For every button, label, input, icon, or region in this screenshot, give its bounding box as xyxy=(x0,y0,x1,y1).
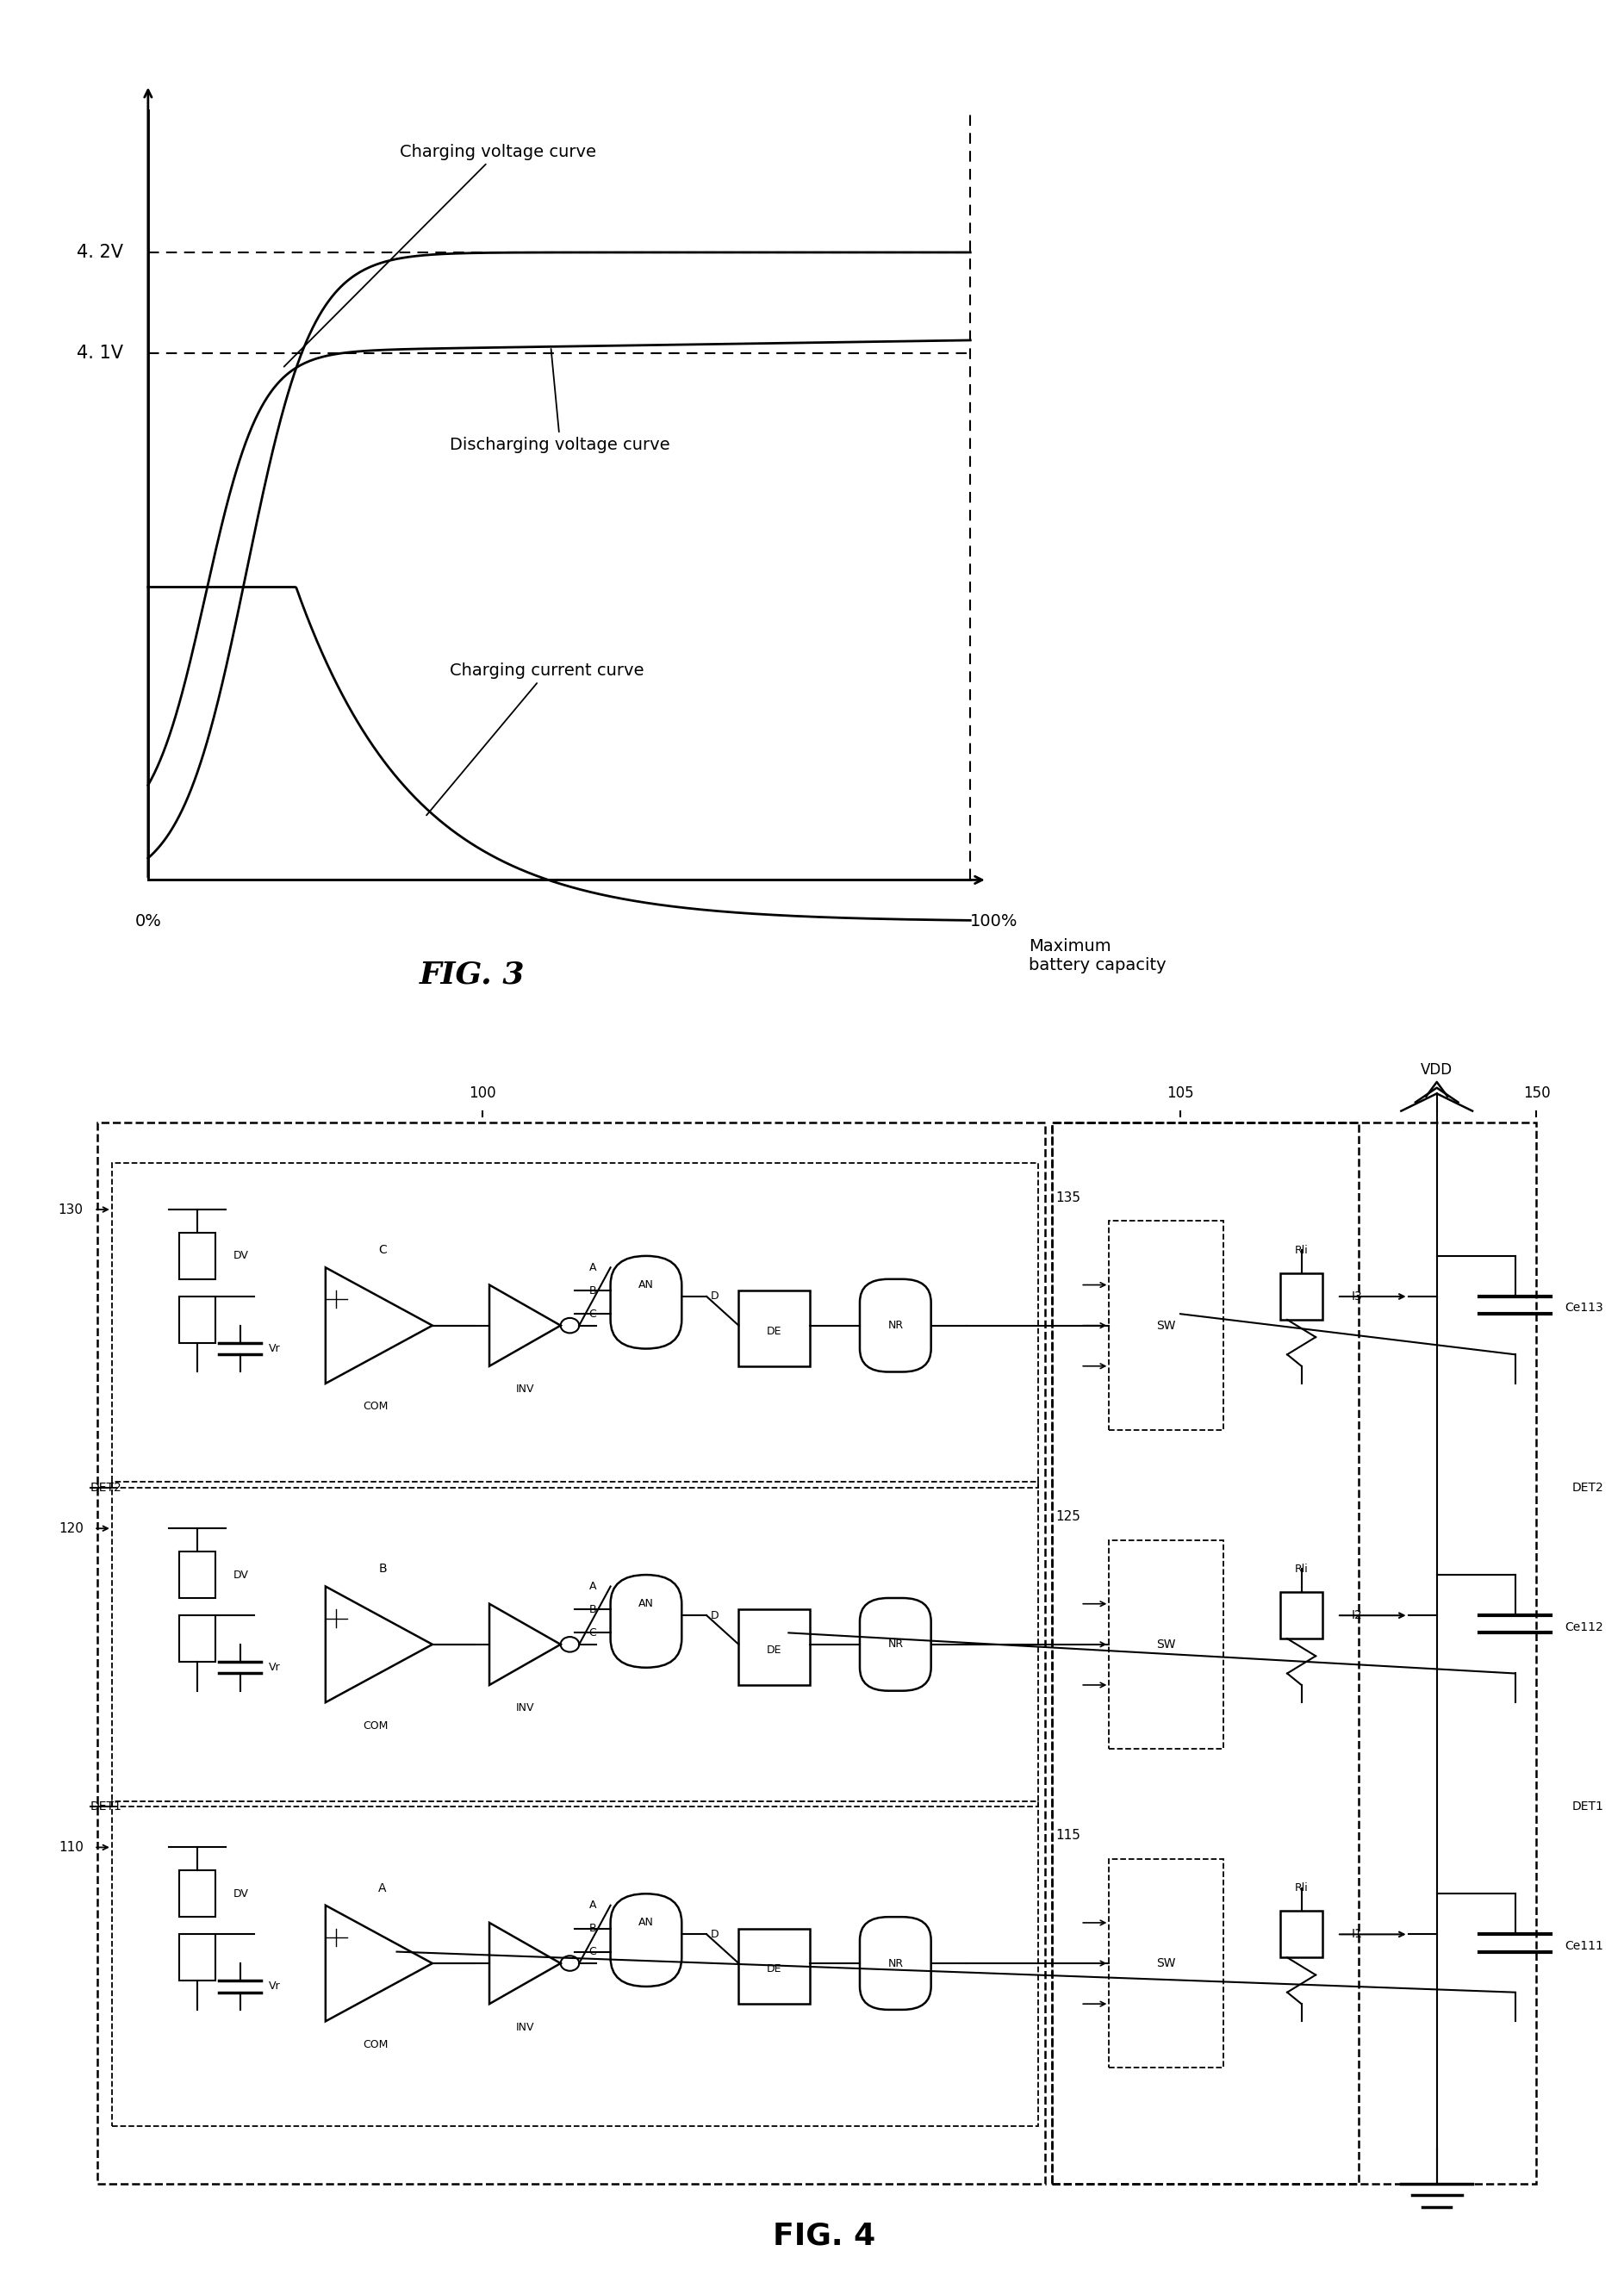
Text: DET2: DET2 xyxy=(1572,1482,1605,1493)
Text: 135: 135 xyxy=(1056,1190,1080,1204)
Text: 0%: 0% xyxy=(135,913,161,931)
Text: VDD: VDD xyxy=(1421,1063,1453,1079)
Text: DET1: DET1 xyxy=(1572,1800,1605,1812)
Text: AN: AN xyxy=(638,1598,654,1609)
Text: 4. 1V: 4. 1V xyxy=(76,344,123,362)
Bar xyxy=(1109,1541,1223,1748)
Text: Charging voltage curve: Charging voltage curve xyxy=(284,143,596,366)
Bar xyxy=(1280,1593,1324,1639)
Bar xyxy=(1109,1222,1223,1429)
Text: 125: 125 xyxy=(1056,1511,1080,1523)
Text: Rli: Rli xyxy=(1294,1882,1309,1894)
Text: Charging current curve: Charging current curve xyxy=(427,662,645,815)
Bar xyxy=(180,1234,214,1279)
Bar xyxy=(97,1122,1044,2183)
Bar xyxy=(180,1935,214,1980)
Text: COM: COM xyxy=(362,1402,388,1413)
Text: D: D xyxy=(710,1290,718,1302)
Text: SW: SW xyxy=(1156,1957,1176,1969)
Text: DV: DV xyxy=(232,1250,248,1261)
Text: I2: I2 xyxy=(1351,1609,1363,1621)
Text: Ce113: Ce113 xyxy=(1566,1302,1603,1313)
Text: 150: 150 xyxy=(1523,1086,1551,1102)
Bar xyxy=(1280,1272,1324,1320)
Bar xyxy=(1280,1912,1324,1957)
Text: INV: INV xyxy=(516,1384,534,1395)
Text: 100%: 100% xyxy=(971,913,1018,931)
Text: I3: I3 xyxy=(1351,1290,1363,1302)
Text: A: A xyxy=(590,1582,596,1591)
Text: 115: 115 xyxy=(1056,1830,1080,1841)
Text: DE: DE xyxy=(767,1325,781,1336)
Text: COM: COM xyxy=(362,2039,388,2051)
Text: DV: DV xyxy=(232,1568,248,1580)
Text: C: C xyxy=(588,1627,596,1639)
Text: Maximum
battery capacity: Maximum battery capacity xyxy=(1030,938,1166,974)
Text: A: A xyxy=(590,1261,596,1272)
Bar xyxy=(180,1616,214,1661)
Text: A: A xyxy=(590,1900,596,1912)
Text: 4. 2V: 4. 2V xyxy=(76,244,123,262)
Text: C: C xyxy=(588,1946,596,1957)
Text: AN: AN xyxy=(638,1916,654,1928)
Text: A: A xyxy=(378,1882,387,1894)
Text: B: B xyxy=(378,1564,387,1575)
Bar xyxy=(1052,1122,1536,2183)
Text: B: B xyxy=(590,1923,596,1935)
Text: FIG. 3: FIG. 3 xyxy=(419,960,525,990)
Text: B: B xyxy=(590,1605,596,1616)
Text: D: D xyxy=(710,1928,718,1939)
Text: 100: 100 xyxy=(469,1086,495,1102)
Text: COM: COM xyxy=(362,1721,388,1732)
Bar xyxy=(112,1800,1038,2126)
Text: DET2: DET2 xyxy=(91,1482,122,1493)
Text: DE: DE xyxy=(767,1964,781,1976)
Text: Vr: Vr xyxy=(268,1980,281,1992)
Text: INV: INV xyxy=(516,1702,534,1714)
Text: I1: I1 xyxy=(1351,1928,1363,1941)
Text: NR: NR xyxy=(888,1320,903,1331)
Text: Vr: Vr xyxy=(268,1343,281,1354)
Bar xyxy=(1052,1122,1358,2183)
Text: AN: AN xyxy=(638,1279,654,1290)
Text: NR: NR xyxy=(888,1639,903,1650)
Text: Ce112: Ce112 xyxy=(1566,1621,1603,1634)
Text: D: D xyxy=(710,1609,718,1621)
Text: 130: 130 xyxy=(58,1204,83,1215)
Text: NR: NR xyxy=(888,1957,903,1969)
Bar xyxy=(180,1297,214,1343)
Text: FIG. 4: FIG. 4 xyxy=(773,2221,875,2251)
Bar xyxy=(739,1609,810,1684)
Text: Rli: Rli xyxy=(1294,1564,1309,1575)
Text: Ce111: Ce111 xyxy=(1566,1939,1603,1953)
Bar xyxy=(180,1552,214,1598)
Text: C: C xyxy=(378,1245,387,1256)
Text: DE: DE xyxy=(767,1646,781,1657)
Bar xyxy=(739,1928,810,2003)
Bar xyxy=(739,1290,810,1366)
Bar xyxy=(112,1482,1038,1807)
Bar xyxy=(112,1163,1038,1489)
Text: DET1: DET1 xyxy=(91,1800,122,1812)
Text: Vr: Vr xyxy=(268,1661,281,1673)
Text: Rli: Rli xyxy=(1294,1245,1309,1256)
Text: 110: 110 xyxy=(58,1841,83,1855)
Text: DV: DV xyxy=(232,1889,248,1900)
Bar xyxy=(180,1871,214,1916)
Text: Discharging voltage curve: Discharging voltage curve xyxy=(450,348,671,453)
Text: B: B xyxy=(590,1286,596,1297)
Text: INV: INV xyxy=(516,2021,534,2032)
Text: 120: 120 xyxy=(58,1523,83,1534)
Text: SW: SW xyxy=(1156,1639,1176,1650)
Bar xyxy=(1109,1859,1223,2067)
Text: 105: 105 xyxy=(1166,1086,1194,1102)
Text: SW: SW xyxy=(1156,1320,1176,1331)
Text: C: C xyxy=(588,1309,596,1320)
